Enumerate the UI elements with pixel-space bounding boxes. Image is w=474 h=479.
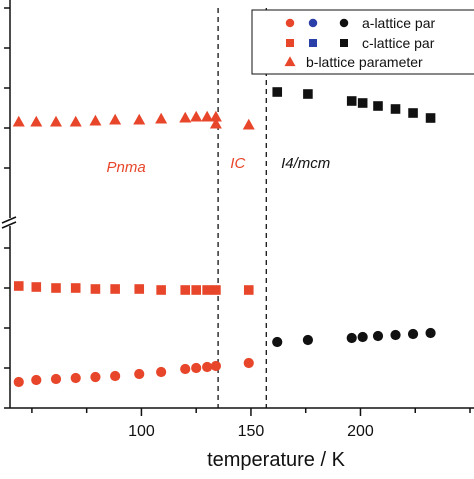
legend-label: c-lattice par <box>362 35 435 51</box>
data-point-circle <box>180 363 191 375</box>
phase-label: Pnma <box>107 159 146 176</box>
data-point-circle <box>285 18 295 28</box>
data-point-circle <box>13 376 24 388</box>
axis-break-mark <box>1 216 17 224</box>
data-point-square <box>309 39 317 47</box>
data-point-circle <box>302 334 314 346</box>
data-point-square <box>243 285 254 295</box>
data-point-triangle <box>190 110 203 122</box>
data-point-triangle <box>30 115 43 127</box>
data-point-circle <box>31 374 42 386</box>
legend-label: a-lattice par <box>362 15 435 31</box>
data-point-triangle <box>155 112 168 124</box>
data-point-triangle <box>69 115 82 127</box>
data-point-circle <box>372 330 384 342</box>
data-point-triangle <box>209 110 222 122</box>
phase-label: I4/mcm <box>281 155 330 172</box>
data-point-square <box>70 283 81 293</box>
data-point-square <box>180 285 191 295</box>
data-point-triangle <box>50 115 62 127</box>
series-group <box>13 281 254 295</box>
data-point-square <box>191 285 201 295</box>
data-point-circle <box>346 332 357 344</box>
data-point-square <box>408 108 418 118</box>
data-point-square <box>346 96 357 106</box>
data-point-triangle <box>284 56 296 67</box>
data-point-square <box>303 89 313 99</box>
data-point-square <box>110 284 120 294</box>
data-point-circle <box>272 336 283 348</box>
data-point-triangle <box>89 114 102 126</box>
data-point-circle <box>357 331 368 343</box>
data-point-square <box>134 284 145 294</box>
data-point-triangle <box>201 110 214 122</box>
data-point-triangle <box>12 115 25 127</box>
x-tick-label: 200 <box>347 423 374 440</box>
data-point-square <box>340 39 348 47</box>
series-group <box>272 327 436 348</box>
legend-entry: c-lattice par <box>286 35 435 51</box>
legend-entry: a-lattice par <box>285 15 435 31</box>
data-point-square <box>390 104 401 114</box>
axis-break-gap <box>2 218 18 226</box>
data-point-square <box>211 285 221 295</box>
data-point-square <box>90 284 101 294</box>
x-tick-label: 150 <box>238 423 265 440</box>
data-point-square <box>272 87 283 97</box>
series-group <box>272 87 436 123</box>
data-point-circle <box>50 373 62 385</box>
data-point-circle <box>425 327 436 339</box>
axis-break-mark <box>1 221 17 229</box>
data-point-circle <box>134 368 145 380</box>
data-point-circle <box>210 360 222 372</box>
data-point-square <box>286 39 294 47</box>
x-axis-title: temperature / K <box>207 449 346 471</box>
data-point-circle <box>407 328 419 340</box>
data-point-square <box>373 101 383 111</box>
data-point-triangle <box>109 113 122 125</box>
data-point-square <box>51 283 61 293</box>
x-tick-label: 100 <box>128 423 155 440</box>
data-point-square <box>156 285 166 295</box>
series-group <box>13 357 254 388</box>
data-point-square <box>425 113 436 123</box>
data-point-triangle <box>179 111 192 123</box>
data-point-circle <box>70 372 81 384</box>
data-point-circle <box>90 371 101 383</box>
legend-label: b-lattice parameter <box>306 54 423 70</box>
data-point-square <box>13 281 24 291</box>
data-point-triangle <box>209 117 222 129</box>
data-point-circle <box>202 361 213 373</box>
data-point-triangle <box>242 118 255 130</box>
data-point-circle <box>339 18 349 28</box>
phase-label: IC <box>230 155 245 172</box>
data-point-circle <box>191 362 202 374</box>
data-point-circle <box>308 18 318 28</box>
data-point-circle <box>156 366 167 378</box>
legend-entry: b-lattice parameter <box>284 54 423 70</box>
series-group <box>12 110 255 130</box>
data-point-square <box>202 285 212 295</box>
data-point-square <box>357 98 368 108</box>
data-point-circle <box>243 357 254 369</box>
data-point-triangle <box>133 113 146 125</box>
data-point-square <box>31 282 42 292</box>
data-point-circle <box>390 329 401 341</box>
data-point-circle <box>110 370 121 382</box>
